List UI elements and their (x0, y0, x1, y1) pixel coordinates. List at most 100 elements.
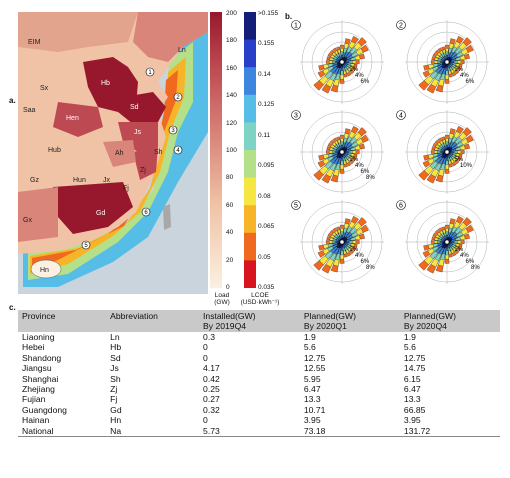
colorbar-tick-label: 80 (226, 174, 234, 182)
table-cell: Ln (110, 332, 120, 342)
colorbar-tick-label: 0.095 (258, 162, 275, 170)
wind-rose: 5 2%4%6%8% (291, 200, 384, 284)
colorbar-tick-label: 0 (226, 284, 230, 291)
rose-id-marker (396, 200, 406, 210)
table-header-row: Province Abbreviation Installed(GW) By 20… (18, 310, 500, 332)
map-label: EIM (28, 39, 41, 46)
table-cell: 5.6 (303, 342, 316, 353)
site-marker (145, 67, 155, 77)
table-cell: 14.75 (403, 363, 426, 374)
map-label: Gz (30, 177, 39, 184)
rose-id-marker (291, 20, 301, 30)
rose-id-label: 5 (294, 203, 298, 210)
site-marker-label: 6 (144, 210, 148, 216)
colorbar-tick-label: 60 (226, 201, 234, 209)
table-cell: 0.3 (203, 332, 215, 342)
taiwan (163, 204, 171, 230)
rose-ring-label: 6% (361, 169, 370, 175)
colorbar-tick-label: 160 (226, 64, 237, 72)
province-zj (133, 147, 158, 180)
rose-ring-label: 2% (455, 247, 464, 253)
lcoe-colorbar-title: LCOE (USD·kWh⁻¹) (236, 292, 284, 306)
colorbar-tick-label: 120 (226, 119, 237, 127)
table-row: National Na 5.73 73.18 131.72 (18, 425, 500, 438)
table-cell: Fj (110, 394, 118, 405)
table-row: Guangdong Gd 0.32 10.71 66.85 (18, 405, 500, 415)
rose-center (339, 149, 345, 155)
map-label: Zj (140, 167, 146, 174)
table-row: Hebei Hb 0 5.6 5.6 (18, 342, 500, 352)
load-title-line2: (GW) (214, 299, 230, 306)
map-label: Hb (101, 80, 110, 87)
table-cell: Liaoning (22, 332, 55, 342)
rose-ring-label: 2% (350, 157, 359, 163)
table-row: Liaoning Ln 0.3 1.9 1.9 (18, 332, 500, 342)
colorbar-tick-label: 0.155 (258, 40, 275, 48)
rose-ring-label: 4% (460, 73, 469, 79)
table-cell: Guangdong (22, 404, 67, 415)
rose-center (444, 149, 450, 155)
rose-ring-label: 8% (366, 265, 375, 271)
table-row: Shanghai Sh 0.42 5.95 6.15 (18, 374, 500, 384)
table-cell: 0 (203, 352, 208, 363)
map-label: Fj (123, 185, 129, 192)
map-label: Sd (130, 104, 139, 111)
colorbar-tick-label: 180 (226, 37, 237, 45)
table-cell: 0.42 (203, 373, 220, 384)
province-sd (118, 92, 166, 124)
column-header: Planned(GW) By 2020Q1 (299, 310, 400, 332)
map-label: Gx (23, 217, 32, 224)
colorbar-tick-label: 200 (226, 10, 237, 17)
rose-ring-label: 6% (466, 259, 475, 265)
site-marker (173, 145, 183, 155)
map-label: Ah (115, 150, 124, 157)
wind-rose: 4 5%10% (396, 110, 489, 194)
table-cell: 0.27 (203, 394, 220, 405)
table-cell: 6.47 (303, 384, 321, 395)
table-cell: Zhejiang (22, 384, 55, 395)
colorbar-tick-label: 0.125 (258, 101, 275, 109)
province-hn (30, 259, 62, 279)
rose-ring-label: 5% (455, 157, 464, 163)
table-cell: Shandong (22, 352, 62, 363)
rose-center (444, 239, 450, 245)
table-cell: 13.3 (303, 394, 321, 405)
rose-ring-label: 6% (361, 79, 370, 85)
wind-rose: 1 2%4%6% (291, 20, 384, 104)
table-cell: Sd (110, 352, 121, 363)
rose-ring-label: 2% (455, 67, 464, 73)
table-cell: Jiangsu (22, 363, 52, 374)
province-ln (133, 12, 208, 62)
map-label: Hun (73, 177, 86, 184)
load-colorbar-fill (210, 12, 222, 288)
table-cell: 12.55 (303, 363, 326, 374)
colorbar-tick-label: 0.08 (258, 192, 271, 200)
rose-id-marker (291, 200, 301, 210)
table-body: Liaoning Ln 0.3 1.9 1.9 Hebei Hb 0 5.6 5.6 Shandon… (18, 332, 500, 438)
map-label: Js (134, 129, 142, 136)
map-label: Sh (154, 149, 163, 156)
wind-rose: 3 2%4%6%8% (291, 110, 384, 194)
lcoe-colorbar-segment (244, 122, 256, 151)
table-cell: 0 (203, 415, 208, 426)
rose-ring-label: 4% (355, 253, 364, 259)
load-colorbar (210, 12, 222, 288)
site-marker-label: 3 (171, 128, 175, 134)
rose-id-marker (396, 20, 406, 30)
table-cell: Hainan (22, 415, 50, 426)
table-cell: 0.25 (203, 384, 220, 395)
province-gx (18, 187, 58, 242)
china-coastal-map: EIM Ln Hb Sx Sd Saa Hen Js Sh Hub Ah Zj … (18, 12, 208, 294)
lcoe-colorbar-segment (244, 12, 256, 41)
site-marker-label: 2 (176, 95, 180, 101)
rose-id-label: 1 (294, 23, 298, 30)
table-cell: 3.95 (303, 415, 321, 426)
table-cell: Na (106, 425, 200, 438)
site-marker-label: 1 (148, 70, 152, 76)
load-colorbar-title: Load (GW) (208, 292, 236, 306)
column-header: Planned(GW) By 2020Q4 (399, 310, 500, 332)
table-cell: 1.9 (403, 332, 416, 342)
table-cell: 6.47 (403, 384, 421, 395)
wind-rose: 2 2%4%6% (396, 20, 489, 104)
rose-ring-label: 6% (466, 79, 475, 85)
